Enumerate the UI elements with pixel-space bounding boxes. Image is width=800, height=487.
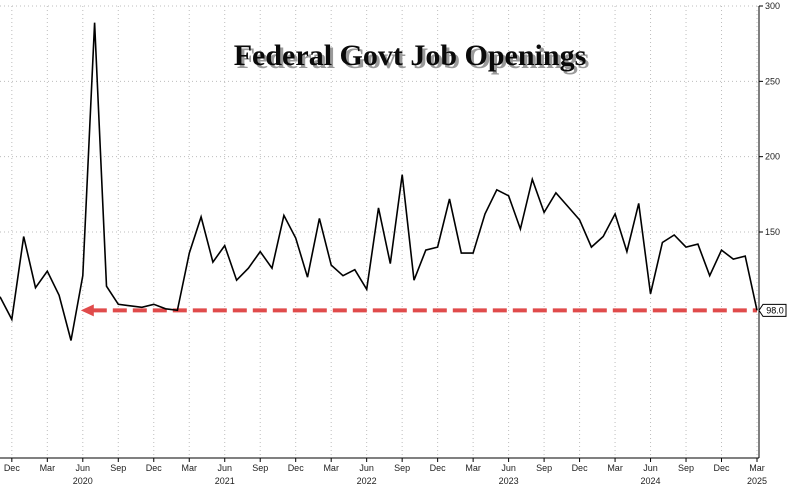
x-tick-label: Dec xyxy=(288,463,305,473)
reference-line-group xyxy=(80,304,757,317)
x-tick-label: Mar xyxy=(749,463,765,473)
x-tick-label: Dec xyxy=(146,463,163,473)
y-tick-label: 250 xyxy=(765,76,780,86)
x-tick-label: Mar xyxy=(607,463,623,473)
axes: 150 200 250 300 Dec Mar Jun Sep Dec Mar Jun Sep Dec M… xyxy=(0,1,780,486)
x-year-label: 2025 xyxy=(747,476,767,486)
x-tick-label: Dec xyxy=(572,463,589,473)
chart-title: Federal Govt Job Openings xyxy=(234,39,587,72)
x-year-label: 2020 xyxy=(73,476,93,486)
last-value-badge: 98.0 xyxy=(758,303,787,317)
x-tick-label: Dec xyxy=(714,463,731,473)
y-tick-label: 200 xyxy=(765,152,780,162)
last-value-label: 98.0 xyxy=(766,305,784,315)
x-tick-label: Sep xyxy=(394,463,410,473)
x-tick-label: Jun xyxy=(501,463,516,473)
reference-arrowhead xyxy=(80,304,94,317)
x-tick-label: Mar xyxy=(323,463,339,473)
x-tick-label: Mar xyxy=(40,463,56,473)
x-tick-label: Jun xyxy=(643,463,658,473)
x-tick-label: Mar xyxy=(465,463,481,473)
x-year-label: 2023 xyxy=(499,476,519,486)
last-value-box xyxy=(758,303,787,317)
x-tick-label: Jun xyxy=(217,463,232,473)
x-tick-label: Mar xyxy=(182,463,198,473)
series-group xyxy=(0,22,758,341)
x-tick-label: Jun xyxy=(359,463,374,473)
series-line xyxy=(0,22,758,341)
x-tick-label: Sep xyxy=(252,463,268,473)
chart-title-shadow: Federal Govt Job Openings xyxy=(237,42,590,75)
x-tick-label: Sep xyxy=(110,463,126,473)
x-year-label: 2024 xyxy=(641,476,661,486)
x-tick-label: Sep xyxy=(678,463,694,473)
y-tick-label: 150 xyxy=(765,227,780,237)
y-tick-label: 300 xyxy=(765,1,780,11)
x-tick-label: Dec xyxy=(4,463,21,473)
x-tick-label: Sep xyxy=(536,463,552,473)
x-tick-label: Jun xyxy=(76,463,91,473)
x-year-label: 2021 xyxy=(215,476,235,486)
x-tick-label: Dec xyxy=(430,463,447,473)
x-year-label: 2022 xyxy=(357,476,377,486)
grid-lines xyxy=(0,5,759,458)
chart-title-group: Federal Govt Job Openings Federal Govt J… xyxy=(234,39,590,75)
